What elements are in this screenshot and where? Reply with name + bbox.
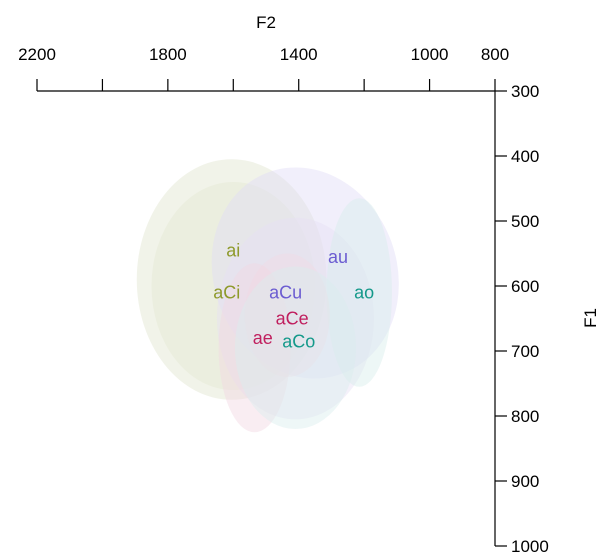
y-axis-title: F1 <box>581 308 600 328</box>
x-tick-label: 1000 <box>411 45 449 64</box>
x-tick-label: 800 <box>481 45 509 64</box>
y-tick-label: 700 <box>511 342 539 361</box>
ellipse-aci <box>151 182 316 390</box>
y-tick-label: 600 <box>511 277 539 296</box>
point-label-acu: aCu <box>269 283 302 303</box>
point-label-ao: ao <box>354 283 374 303</box>
ellipse-au <box>211 167 399 379</box>
point-label-aco: aCo <box>282 331 315 351</box>
x-tick-label: 1400 <box>280 45 318 64</box>
point-label-ace: aCe <box>276 309 309 329</box>
point-label-aci: aCi <box>213 283 240 303</box>
ellipse-ao <box>326 198 392 387</box>
y-tick-label: 400 <box>511 147 539 166</box>
point-label-ae: ae <box>253 328 273 348</box>
axis-layer: F2 F1 2200 1800 1400 1000 800300400500600700… <box>18 13 600 556</box>
ellipse-ae <box>218 263 291 433</box>
x-tick-label: 1800 <box>149 45 187 64</box>
point-label-ai: ai <box>226 240 240 260</box>
ellipse-aco <box>234 266 356 429</box>
ellipse-layer <box>136 159 399 433</box>
y-tick-label: 300 <box>511 82 539 101</box>
y-tick-label: 500 <box>511 212 539 231</box>
x-axis-title: F2 <box>256 13 276 32</box>
x-tick-label: 2200 <box>18 45 56 64</box>
y-tick-label: 800 <box>511 407 539 426</box>
ellipse-ace <box>244 253 330 377</box>
ellipse-ai <box>136 159 327 400</box>
y-tick-label: 900 <box>511 472 539 491</box>
point-label-au: au <box>328 247 348 267</box>
y-tick-label: 1000 <box>511 537 549 556</box>
ellipse-acu <box>216 217 374 420</box>
